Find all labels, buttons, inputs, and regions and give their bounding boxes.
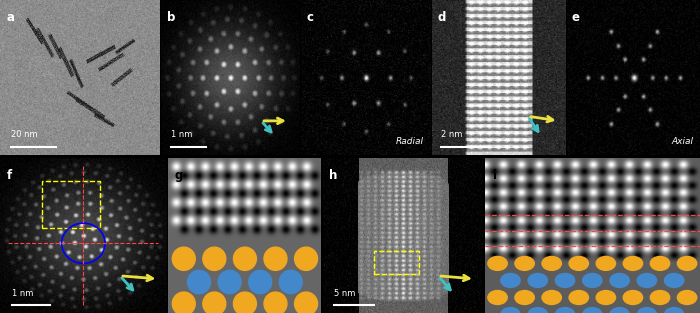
Circle shape bbox=[623, 256, 643, 270]
Circle shape bbox=[264, 292, 287, 313]
Circle shape bbox=[500, 308, 520, 313]
Text: e: e bbox=[572, 11, 580, 24]
Circle shape bbox=[203, 292, 226, 313]
Circle shape bbox=[637, 274, 657, 287]
Circle shape bbox=[233, 292, 256, 313]
Text: h: h bbox=[330, 169, 338, 182]
Circle shape bbox=[279, 270, 302, 294]
Bar bbox=[374, 251, 419, 274]
Text: c: c bbox=[307, 11, 314, 24]
Circle shape bbox=[569, 290, 589, 305]
Text: i: i bbox=[494, 169, 497, 182]
Circle shape bbox=[664, 308, 684, 313]
Circle shape bbox=[582, 308, 602, 313]
Text: d: d bbox=[438, 11, 446, 24]
Circle shape bbox=[678, 256, 696, 270]
Circle shape bbox=[515, 256, 534, 270]
Text: 20 nm: 20 nm bbox=[11, 131, 38, 140]
Circle shape bbox=[515, 290, 534, 305]
Circle shape bbox=[488, 256, 508, 270]
Circle shape bbox=[295, 247, 318, 270]
Text: 5 nm: 5 nm bbox=[335, 289, 356, 297]
Circle shape bbox=[569, 256, 589, 270]
Circle shape bbox=[542, 256, 561, 270]
Circle shape bbox=[248, 270, 272, 294]
Circle shape bbox=[218, 270, 241, 294]
Circle shape bbox=[555, 308, 575, 313]
Text: Axial: Axial bbox=[671, 137, 693, 146]
Circle shape bbox=[528, 274, 547, 287]
Circle shape bbox=[188, 270, 211, 294]
Text: 1 nm: 1 nm bbox=[171, 131, 192, 140]
Circle shape bbox=[203, 247, 226, 270]
Text: b: b bbox=[167, 11, 175, 24]
Circle shape bbox=[528, 308, 547, 313]
Circle shape bbox=[295, 292, 318, 313]
Circle shape bbox=[623, 290, 643, 305]
Bar bbox=[42, 181, 100, 228]
Circle shape bbox=[610, 308, 629, 313]
Text: 1 nm: 1 nm bbox=[12, 289, 33, 297]
Circle shape bbox=[542, 290, 561, 305]
Circle shape bbox=[596, 290, 615, 305]
Circle shape bbox=[264, 247, 287, 270]
Circle shape bbox=[664, 274, 684, 287]
Circle shape bbox=[678, 290, 696, 305]
Circle shape bbox=[172, 247, 195, 270]
Circle shape bbox=[637, 308, 657, 313]
Circle shape bbox=[610, 274, 629, 287]
Text: f: f bbox=[7, 169, 12, 182]
Text: Radial: Radial bbox=[396, 137, 424, 146]
Circle shape bbox=[582, 274, 602, 287]
Text: 2 nm: 2 nm bbox=[441, 131, 463, 140]
Circle shape bbox=[555, 274, 575, 287]
Circle shape bbox=[172, 292, 195, 313]
Circle shape bbox=[650, 256, 670, 270]
Circle shape bbox=[596, 256, 615, 270]
Circle shape bbox=[650, 290, 670, 305]
Circle shape bbox=[500, 274, 520, 287]
Text: g: g bbox=[174, 169, 183, 182]
Circle shape bbox=[233, 247, 256, 270]
Circle shape bbox=[488, 290, 508, 305]
Text: a: a bbox=[6, 11, 15, 24]
